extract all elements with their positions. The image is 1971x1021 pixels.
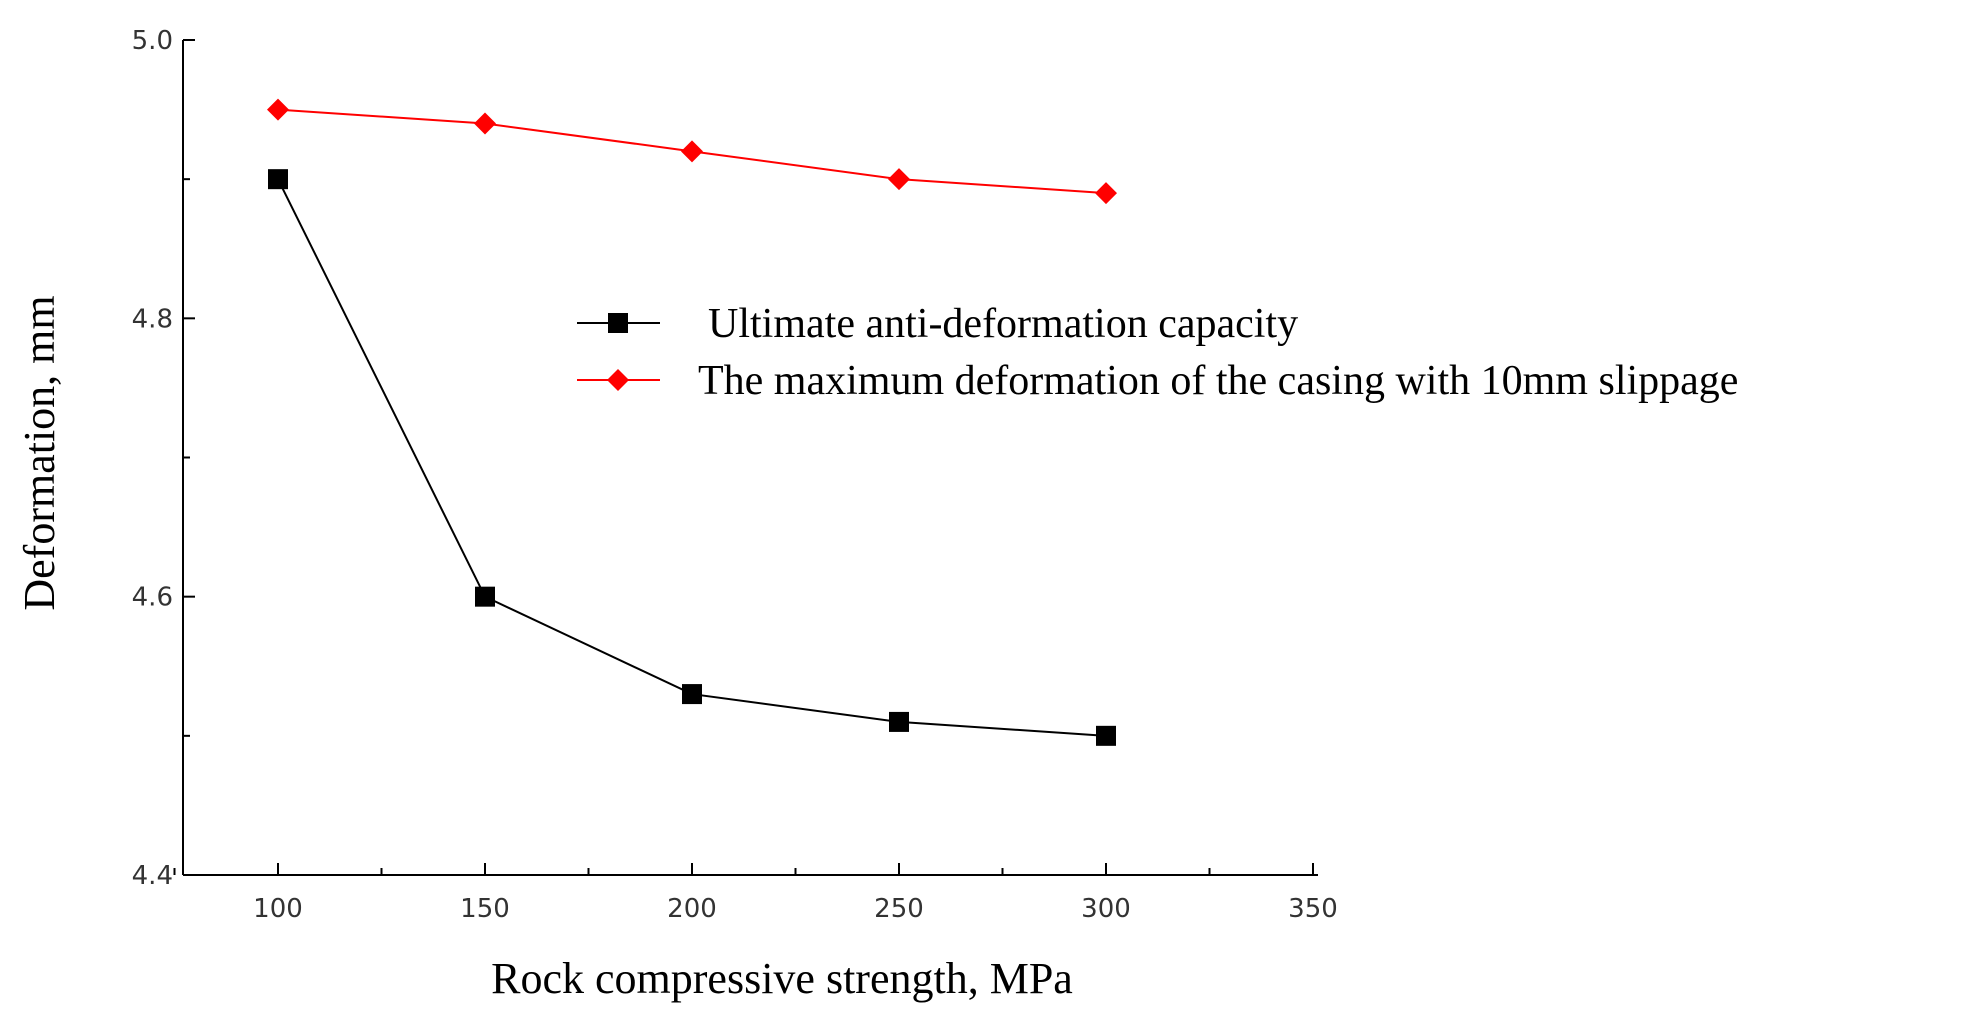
series-line	[277, 178, 1107, 737]
x-tick-label: 250	[874, 894, 924, 924]
data-point	[1095, 182, 1117, 205]
data-point	[475, 586, 495, 607]
data-point	[267, 98, 289, 121]
legend-marker	[607, 369, 629, 391]
y-tick-label: 4.4	[132, 861, 173, 891]
y-tick-label: 5.0	[132, 26, 173, 56]
data-point	[682, 684, 702, 705]
legend-item-2: The maximum deformation of the casing wi…	[577, 358, 1738, 404]
legend-marker	[608, 313, 628, 333]
y-tick-label: 4.8	[132, 304, 173, 334]
series-layer	[267, 98, 1117, 746]
data-point	[268, 169, 288, 190]
x-tick-label: 150	[460, 894, 510, 924]
legend-label: The maximum deformation of the casing wi…	[698, 358, 1738, 404]
series-1	[268, 169, 1116, 746]
data-point	[474, 112, 496, 135]
x-tick-label: 300	[1081, 894, 1131, 924]
y-tick-label: 4.6	[132, 583, 173, 613]
series-2	[267, 98, 1117, 205]
x-axis-title: Rock compressive strength, MPa	[491, 954, 1073, 1003]
data-point	[889, 711, 909, 732]
y-axis-title: Deformation, mm	[15, 295, 64, 610]
axes	[173, 39, 1318, 876]
x-tick-label: 200	[667, 894, 717, 924]
tick-labels: 100 150 200 250 300 350 4.4 4.6 4.8 5.0	[132, 26, 1338, 924]
legend-label: Ultimate anti-deformation capacity	[708, 301, 1298, 347]
legend: Ultimate anti-deformation capacity The ma…	[577, 301, 1738, 404]
data-point	[1096, 725, 1116, 746]
data-point	[681, 140, 703, 163]
x-tick-label: 350	[1288, 894, 1338, 924]
legend-item-1: Ultimate anti-deformation capacity	[577, 301, 1298, 347]
data-point	[888, 168, 910, 191]
x-tick-label: 100	[253, 894, 303, 924]
